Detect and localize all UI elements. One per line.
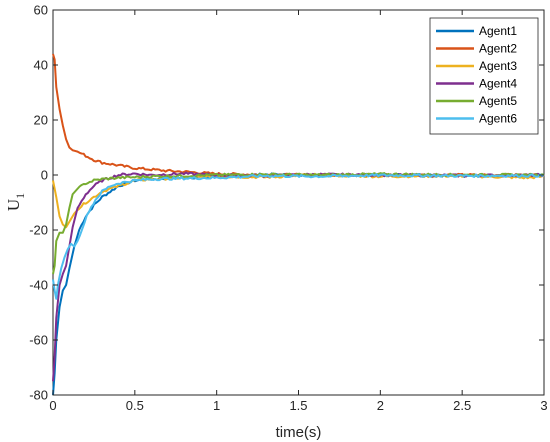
y-axis-title: U1 [4, 193, 27, 211]
legend-label-agent1: Agent1 [479, 24, 517, 38]
x-tick-label: 2.5 [453, 398, 471, 413]
legend-label-agent4: Agent4 [479, 77, 517, 91]
legend-label-agent2: Agent2 [479, 42, 517, 56]
x-tick-label: 1 [213, 398, 220, 413]
y-axis-title-sub: 1 [13, 193, 27, 199]
svg-text:U1: U1 [4, 193, 27, 211]
legend: Agent1 Agent2 Agent3 Agent4 Agent5 Agent6 [429, 17, 539, 135]
legend-label-agent3: Agent3 [479, 59, 517, 73]
legend-label-agent5: Agent5 [479, 94, 517, 108]
y-tick-label: 60 [34, 3, 48, 18]
y-tick-label: 20 [34, 113, 48, 128]
y-tick-label: -40 [29, 278, 48, 293]
y-tick-label: -20 [29, 223, 48, 238]
x-tick-label: 0.5 [126, 398, 144, 413]
y-tick-label: -60 [29, 333, 48, 348]
legend-box [429, 17, 539, 135]
series-line-agent6 [52, 173, 545, 300]
y-axis-title-main: U [4, 199, 23, 211]
series-layer [52, 53, 545, 396]
y-tick-label: 40 [34, 58, 48, 73]
y-tick-label: -80 [29, 388, 48, 403]
x-tick-label: 1.5 [289, 398, 307, 413]
x-tick-label: 2 [377, 398, 384, 413]
x-tick-label: 0 [49, 398, 56, 413]
x-tick-label: 3 [540, 398, 547, 413]
ticks-layer: 0 0.5 1 1.5 2 2.5 3 -80 -60 -40 -20 0 20 40 60 [29, 3, 547, 414]
y-tick-label: 0 [41, 168, 48, 183]
legend-label-agent6: Agent6 [479, 112, 517, 126]
x-axis-title: time(s) [276, 424, 322, 441]
